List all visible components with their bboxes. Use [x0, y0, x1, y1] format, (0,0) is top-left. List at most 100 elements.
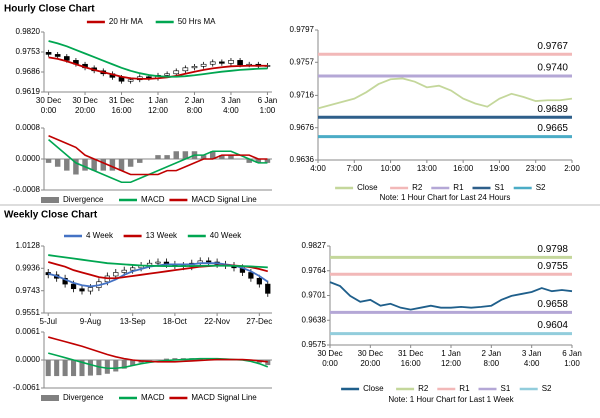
divergence-bar [88, 360, 93, 376]
y-tick-label: 0.9636 [290, 155, 315, 164]
legend-label: R1 [453, 183, 464, 192]
x-tick-label: 4:00 [310, 164, 326, 173]
y-tick-label: 0.0008 [16, 123, 41, 132]
x-tick-label: 22-Nov [204, 317, 230, 326]
candle-body [192, 66, 197, 67]
candle-body [183, 68, 188, 71]
legend-label: 50 Hrs MA [178, 17, 216, 26]
level-label: 0.9689 [537, 104, 568, 115]
y-tick-label: 0.9716 [290, 91, 315, 100]
candle-body [130, 268, 135, 270]
y-tick-label: 0.9701 [302, 291, 327, 300]
divergence-bar [55, 159, 60, 167]
legend-label: 4 Week [86, 231, 114, 240]
level-label: 0.9604 [537, 320, 568, 331]
section-title: Weekly Close Chart [4, 210, 98, 221]
x-tick-label: 13-Sep [120, 317, 146, 326]
x-tick-label: 16:00 [453, 164, 474, 173]
legend-label: Divergence [63, 195, 104, 204]
x-tick-label: 10:00 [381, 164, 402, 173]
legend-label: 13 Week [146, 231, 178, 240]
y-tick-label: 0.9686 [16, 67, 41, 76]
candle-body [64, 56, 69, 60]
legend-label: S1 [501, 384, 511, 393]
candle-body [55, 54, 60, 56]
legend-label: S2 [536, 183, 546, 192]
macd-line [48, 337, 268, 362]
close-line [330, 282, 572, 310]
x-tick-label: 7:00 [346, 164, 362, 173]
legend-swatch [41, 197, 59, 203]
legend-label: MACD [141, 195, 165, 204]
divergence-bar [105, 360, 110, 374]
candle-body [113, 272, 118, 275]
y-tick-label: 0.9764 [302, 266, 327, 275]
divergence-bar [46, 360, 51, 376]
legend-label: S2 [542, 384, 552, 393]
x-tick-label: 2:00 [564, 164, 580, 173]
y-tick-label: 0.9619 [16, 87, 41, 96]
legend-swatch [41, 395, 59, 401]
y-tick-label: 0.9827 [302, 241, 327, 250]
candle-body [156, 262, 161, 263]
level-label: 0.9665 [537, 123, 568, 134]
legend-label: MACD Signal Line [191, 393, 257, 402]
divergence-bar [101, 159, 106, 171]
legend-label: MACD Signal Line [191, 195, 257, 204]
y-tick-label: 0.0061 [16, 327, 41, 336]
y-tick-label: 0.9551 [16, 308, 41, 317]
candle-body [128, 80, 133, 81]
y-tick-label: 0.0000 [16, 355, 41, 364]
x-tick-label: 9-Aug [80, 317, 101, 326]
y-tick-label: -0.0061 [13, 383, 41, 392]
y-tick-label: 0.9676 [290, 123, 315, 132]
divergence-bar [71, 360, 76, 376]
candle-body [257, 278, 262, 284]
legend-label: 20 Hr MA [109, 17, 143, 26]
legend-label: 40 Week [210, 231, 242, 240]
y-tick-label: 1.0128 [16, 241, 41, 250]
divergence-bar [82, 159, 87, 171]
y-tick-label: -0.0008 [13, 185, 41, 194]
close-line [318, 78, 572, 108]
candle-body [228, 60, 233, 63]
legend-label: Divergence [63, 393, 104, 402]
divergence-bar [64, 159, 69, 171]
level-label: 0.9755 [537, 261, 568, 272]
divergence-bar [46, 159, 51, 163]
y-tick-label: 0.0000 [16, 154, 41, 163]
x-tick-label: 27-Dec [246, 317, 272, 326]
candle-body [219, 62, 224, 63]
candle-body [238, 60, 243, 64]
x-tick-label: 5-Jul [40, 317, 58, 326]
ma-line [49, 41, 268, 77]
candle-body [71, 284, 76, 289]
divergence-bar [164, 155, 169, 159]
y-tick-label: 0.9753 [16, 47, 41, 56]
x-tick-label: 23:00 [526, 164, 547, 173]
divergence-bar [91, 159, 96, 171]
divergence-bar [155, 155, 160, 159]
candle-body [201, 64, 206, 66]
level-label: 0.9740 [537, 63, 568, 74]
divergence-bar [63, 360, 68, 376]
legend-label: S1 [495, 183, 505, 192]
legend-label: R1 [459, 384, 470, 393]
candle-body [206, 261, 211, 262]
legend-label: MACD [141, 393, 165, 402]
candle-body [210, 62, 215, 64]
y-tick-label: 0.9820 [16, 27, 41, 36]
divergence-bar [119, 159, 124, 171]
y-tick-label: 0.9575 [302, 340, 327, 349]
legend-label: R2 [412, 183, 423, 192]
y-tick-label: 0.9757 [290, 57, 315, 66]
